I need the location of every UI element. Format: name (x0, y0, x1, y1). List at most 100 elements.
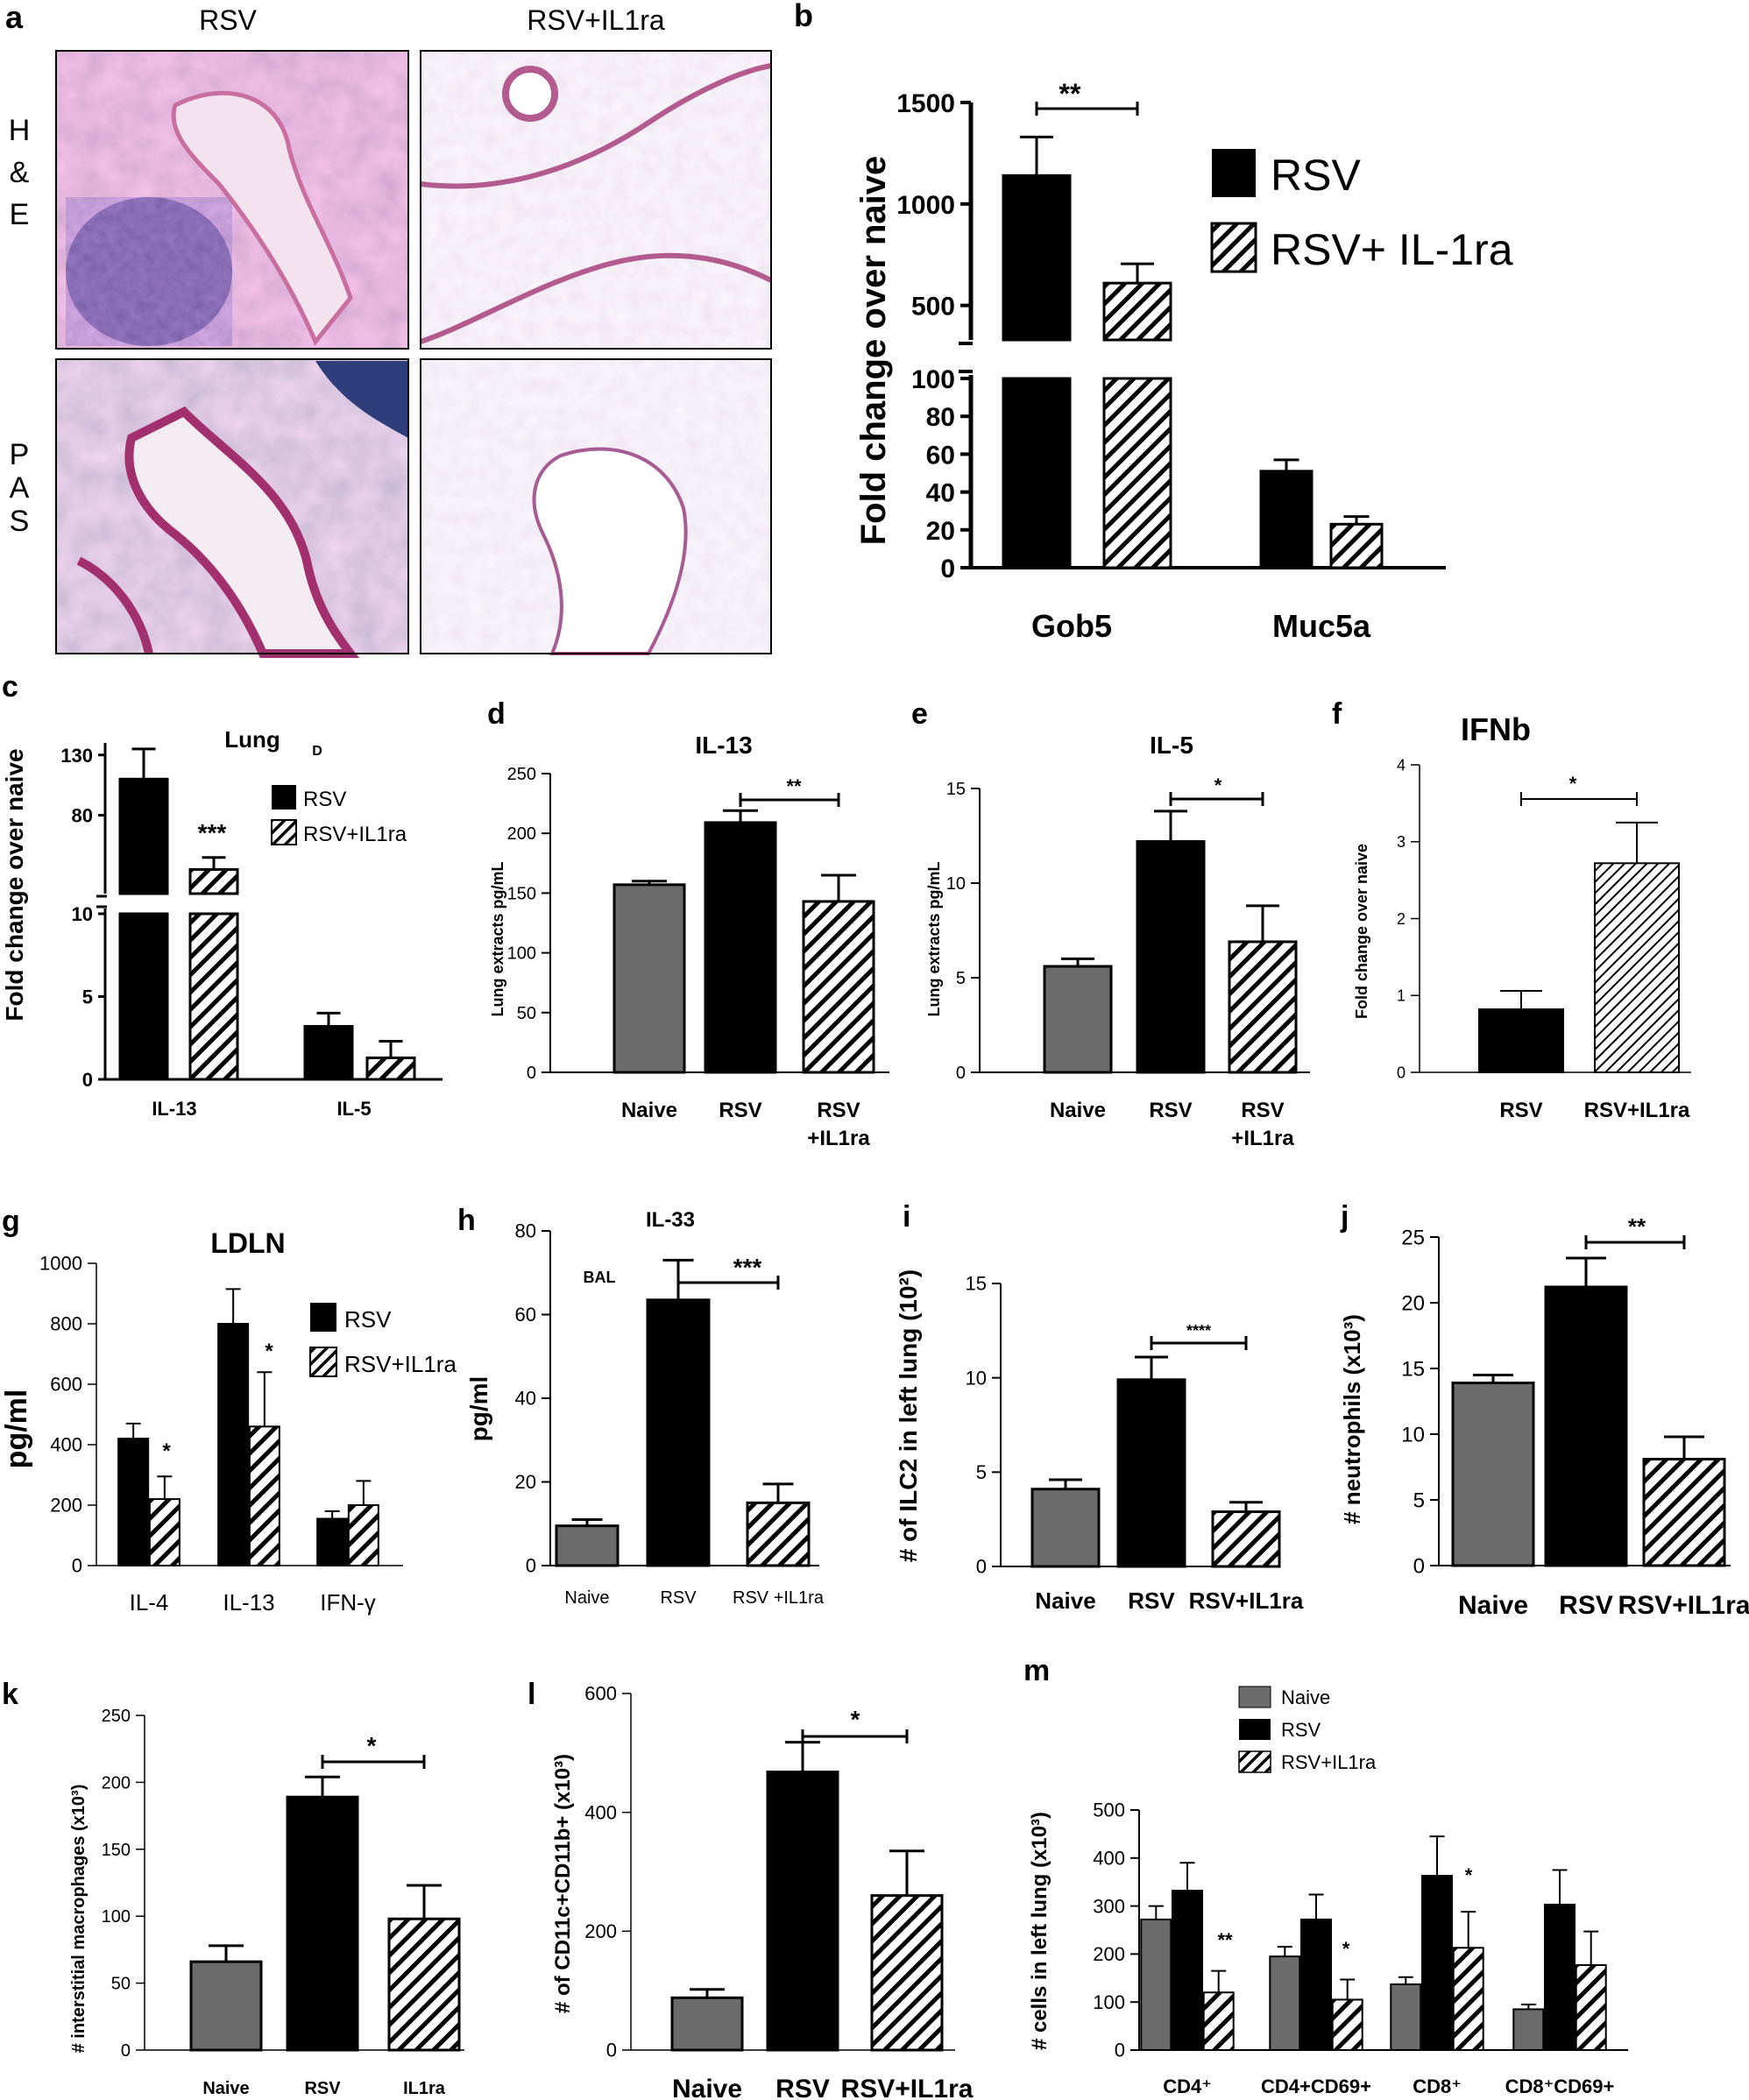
e-bar-0 (1043, 965, 1113, 1074)
m-bar-g2-s1 (1421, 1875, 1453, 2051)
c-title: Lung (224, 726, 280, 753)
g-ytick-label-5: 1000 (39, 1253, 82, 1275)
g-ytick-label-2: 400 (50, 1434, 82, 1456)
c-bar-s0-upper-0 (118, 777, 169, 895)
i-bar-0 (1030, 1488, 1101, 1568)
c-bar-s1-lower-0 (188, 912, 239, 1081)
k-ytick-label-1: 50 (111, 1975, 131, 1994)
j-ylabel: # neutrophils (x10³) (1339, 1314, 1365, 1524)
c-bar-s0-1 (303, 1025, 354, 1081)
f-ytick-label-2: 2 (1397, 910, 1406, 928)
row-label-pas-2: A (10, 471, 30, 505)
c-legend-label-il1ra: RSV+IL1ra (303, 823, 407, 846)
h-ytick-label-4: 80 (515, 1220, 536, 1242)
b-legend-label-rsv: RSV (1271, 151, 1361, 200)
panel-m: m # cells in left lung (x10³) 0 100 200 300… (1023, 1654, 1628, 2097)
c-bar-s0-lower-0 (118, 912, 169, 1081)
i-ytick-label-0: 0 (976, 1556, 987, 1578)
d-ytick-label-0: 0 (527, 1064, 536, 1083)
l-ytick-label-3: 600 (584, 1683, 617, 1705)
d-bar-1 (704, 821, 777, 1074)
j-sig-0: ** (1628, 1213, 1646, 1240)
c-sig-0: *** (198, 819, 227, 846)
m-bar-g0-s0 (1140, 1918, 1172, 2052)
pas-rsv-micrograph (55, 358, 409, 658)
pas-rsv-il1ra-micrograph (420, 358, 772, 655)
col-label-rsv-il1ra: RSV+IL1ra (527, 4, 665, 36)
d-sig-0: ** (786, 775, 802, 797)
i-xtick-2: RSV+IL1ra (1189, 1587, 1304, 1614)
m-legend-label-naive: Naive (1281, 1686, 1330, 1708)
j-xtick-0: Naive (1458, 1591, 1528, 1620)
k-bar-0 (189, 1960, 263, 2052)
c-bar-s1-upper-0 (188, 867, 239, 895)
f-ytick-label-3: 3 (1397, 833, 1406, 851)
i-xtick-1: RSV (1128, 1587, 1175, 1614)
b-bar-s1-upper-0 (1102, 281, 1172, 342)
i-bar-1 (1116, 1378, 1186, 1568)
m-bar-g1-s1 (1300, 1918, 1332, 2052)
panel-letter-i: i (903, 1200, 910, 1234)
m-bar-g3-s1 (1544, 1903, 1576, 2052)
panel-h: h IL-33 BAL pg/ml 0 20 40 60 80 Naive RSV RS… (457, 1204, 825, 1608)
m-legend-swatch-il1ra (1238, 1750, 1271, 1773)
m-mark-1: * (1342, 1938, 1350, 1960)
g-bar-g2-s0 (316, 1517, 349, 1567)
g-legend-swatch-rsv (310, 1303, 336, 1332)
g-xtick-2: IFN-γ (320, 1589, 376, 1616)
b-xtick-1: Muc5a (1272, 608, 1371, 644)
f-title: IFNb (1461, 711, 1531, 747)
l-xtick-1: RSV (775, 2075, 830, 2100)
k-bars (189, 1755, 461, 2052)
k-bar-1 (286, 1795, 359, 2052)
panel-letter-h: h (457, 1204, 476, 1237)
m-legend-label-il1ra: RSV+IL1ra (1281, 1751, 1377, 1773)
panel-letter-c: c (2, 670, 18, 704)
l-ylabel: # of CD11c+CD11b+ (x10³) (551, 1754, 575, 2013)
h-bar-0 (555, 1524, 620, 1567)
h-bar-1 (646, 1298, 711, 1567)
b-bar-s1-1 (1329, 522, 1384, 569)
e-ytick-label-3: 15 (946, 780, 966, 799)
m-bar-g3-s2 (1575, 1964, 1607, 2051)
d-ytick-label-1: 50 (517, 1004, 536, 1023)
row-label-he-1: H (9, 114, 31, 147)
l-sig-0: * (851, 1706, 860, 1733)
l-bar-2 (870, 1894, 944, 2052)
j-ytick-label-4: 20 (1401, 1291, 1425, 1315)
panel-letter-d: d (487, 697, 506, 731)
col-label-rsv: RSV (199, 4, 257, 36)
e-ylabel: Lung extracts pg/mL (925, 861, 943, 1016)
c-ylabel: Fold change over naive (1, 748, 28, 1021)
m-ytick-label-3: 300 (1093, 1895, 1125, 1917)
d-title: IL-13 (695, 732, 752, 759)
k-ytick-label-0: 0 (121, 2041, 131, 2061)
h-xtick-2: RSV +IL1ra (733, 1588, 825, 1608)
m-mark-0: ** (1217, 1929, 1233, 1951)
g-legend-label-il1ra: RSV+IL1ra (344, 1351, 457, 1377)
h-ytick-label-3: 60 (515, 1304, 536, 1326)
h-bars (555, 1258, 811, 1567)
c-ytick-upper-label-0: 80 (72, 805, 93, 827)
g-ytick-label-4: 800 (50, 1313, 82, 1335)
l-xtick-0: Naive (672, 2075, 742, 2100)
m-bar-g1-s0 (1269, 1955, 1301, 2051)
e-sig-0: * (1214, 774, 1222, 796)
j-ytick-label-5: 25 (1401, 1226, 1425, 1249)
j-bar-1 (1544, 1285, 1628, 1567)
g-bar-g1-s0 (217, 1323, 250, 1566)
h-ytick-label-1: 20 (515, 1471, 536, 1493)
g-ytick-label-1: 200 (50, 1495, 82, 1517)
panel-letter-f: f (1332, 697, 1342, 731)
panel-b: b Fold change over naive 0 20 40 60 80 100 500… (794, 0, 1513, 644)
i-ytick-label-1: 5 (976, 1461, 987, 1483)
l-bar-0 (670, 1996, 744, 2052)
j-bars (1451, 1235, 1726, 1567)
m-ytick-label-4: 400 (1093, 1848, 1125, 1870)
l-bars (670, 1729, 944, 2052)
d-ytick-label-5: 250 (507, 765, 536, 784)
g-legend-swatch-il1ra (309, 1347, 337, 1377)
h-ytick-label-0: 0 (526, 1555, 536, 1577)
g-mark-1: * (265, 1340, 273, 1363)
